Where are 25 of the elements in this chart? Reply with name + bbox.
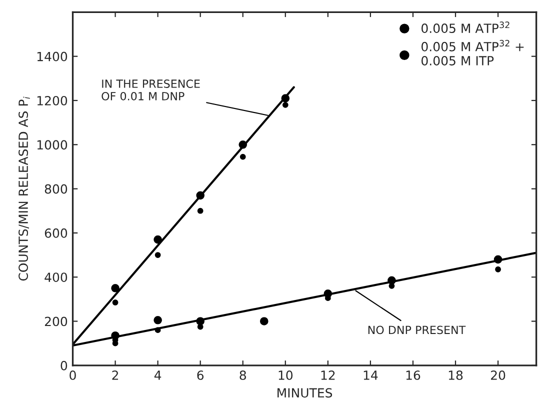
y-tick-label: 1000: [37, 140, 68, 150]
x-tick-label: 14: [364, 370, 378, 380]
y-tick-label: 600: [44, 228, 68, 238]
x-tick-label: 2: [112, 370, 118, 380]
y-tick-label: 1400: [37, 52, 68, 62]
x-tick-label: 10: [278, 370, 293, 380]
x-tick-label: 6: [197, 370, 204, 380]
y-axis-title: COUNTS/MIN RELEASED AS P$_{i}$: [18, 96, 30, 281]
x-tick-label: 16: [406, 370, 420, 380]
annotation: IN THE PRESENCE OF 0.01 M DNP: [102, 80, 200, 100]
x-tick-label: 8: [240, 370, 246, 380]
x-tick-label: 20: [490, 370, 506, 380]
y-tick-label: 200: [44, 316, 68, 326]
annotation: NO DNP PRESENT: [368, 326, 466, 334]
x-tick-label: 4: [154, 370, 162, 380]
x-tick-label: 18: [448, 370, 463, 380]
y-tick-label: 1200: [37, 96, 68, 106]
x-axis-title: MINUTES: [278, 388, 332, 398]
text: 0.005 M ATP$^{32}$ + 0.005 M ITP: [422, 40, 524, 66]
y-tick-label: 0: [60, 360, 68, 370]
x-tick-label: 12: [321, 370, 335, 380]
y-tick-label: 800: [44, 184, 68, 194]
y-tick-label: 400: [44, 272, 68, 282]
legend-label: 0.005 M ATP$^{32}$: [422, 22, 510, 34]
x-tick-label: 0: [70, 370, 76, 380]
